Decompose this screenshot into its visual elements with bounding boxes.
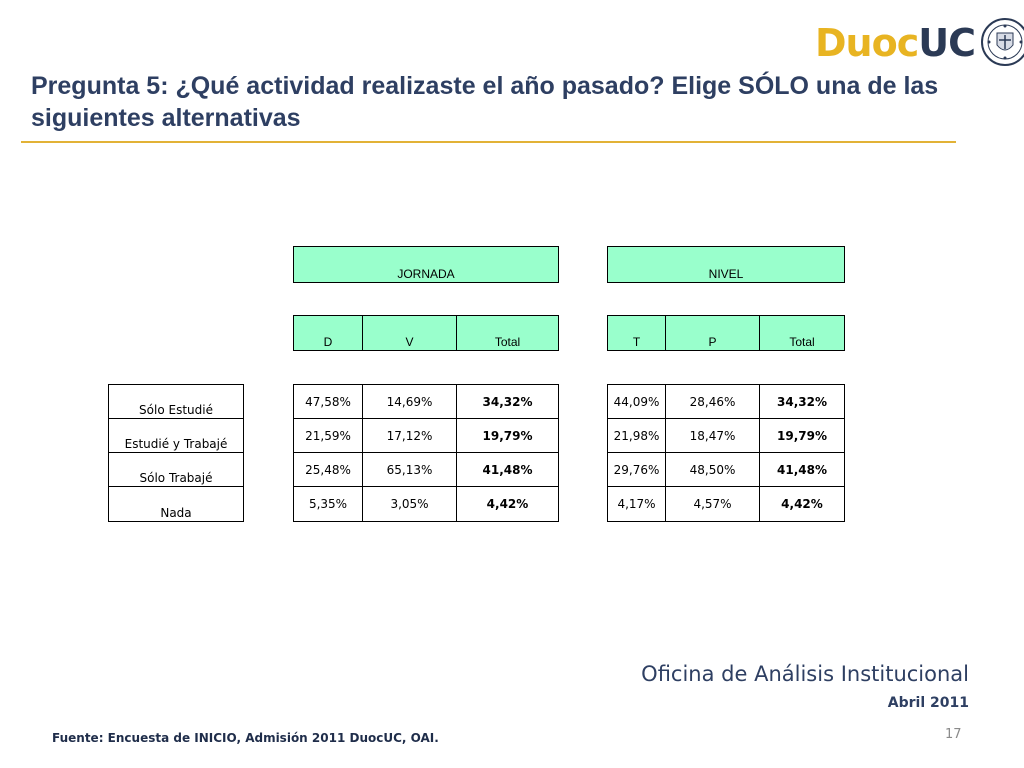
table-cell-total: 41,48% xyxy=(482,462,533,477)
row-label: Estudié y Trabajé xyxy=(109,419,243,453)
column-header: D xyxy=(294,316,363,350)
logo-duoc: Duoc xyxy=(815,21,919,65)
table-cell-total: 4,42% xyxy=(486,497,529,511)
column-header-row-nivel: T P Total xyxy=(607,315,845,351)
table-row: 4,17% 4,57% 4,42% xyxy=(608,487,844,521)
group-header-nivel: NIVEL xyxy=(607,246,845,283)
table-cell: 44,09% xyxy=(608,385,666,418)
table-cell: 4,17% xyxy=(608,487,666,521)
group-label-nivel: NIVEL xyxy=(708,267,744,281)
column-header: P xyxy=(666,316,760,350)
table-cell: 4,57% xyxy=(666,487,760,521)
group-header-jornada: JORNADA xyxy=(293,246,559,283)
table-cell-total: 19,79% xyxy=(777,428,827,443)
column-header: Total xyxy=(789,335,815,349)
row-label: Nada xyxy=(160,506,192,520)
page-title: Pregunta 5: ¿Qué actividad realizaste el… xyxy=(31,72,939,132)
group-label-jornada: JORNADA xyxy=(397,267,455,281)
column-header: V xyxy=(363,316,457,350)
office-name: Oficina de Análisis Institucional xyxy=(641,662,969,686)
table-cell: 48,50% xyxy=(666,453,760,486)
table-cell-total: 4,42% xyxy=(781,497,823,511)
nivel-values-table: 44,09% 28,46% 34,32% 21,98% 18,47% 19,79… xyxy=(607,384,845,522)
column-header: T xyxy=(608,316,666,350)
table-cell: 21,59% xyxy=(294,419,363,452)
table-row: 44,09% 28,46% 34,32% xyxy=(608,385,844,419)
title-divider xyxy=(21,141,956,143)
table-row: 21,59% 17,12% 19,79% xyxy=(294,419,558,453)
row-label: Sólo Trabajé xyxy=(109,453,243,487)
table-cell: 25,48% xyxy=(294,453,363,486)
table-cell: 14,69% xyxy=(363,385,457,418)
table-cell: 21,98% xyxy=(608,419,666,452)
column-header: Total xyxy=(494,335,521,349)
table-cell: 28,46% xyxy=(666,385,760,418)
table-row: 25,48% 65,13% 41,48% xyxy=(294,453,558,487)
table-cell-total: 34,32% xyxy=(777,394,827,409)
logo-uc: UC xyxy=(918,21,976,65)
logo-text: DuocUC xyxy=(815,18,976,68)
source-note: Fuente: Encuesta de INICIO, Admisión 201… xyxy=(52,731,439,745)
page-number: 17 xyxy=(945,727,962,742)
column-header-row-jornada: D V Total xyxy=(293,315,559,351)
report-date: Abril 2011 xyxy=(887,695,969,711)
table-cell: 29,76% xyxy=(608,453,666,486)
table-cell: 65,13% xyxy=(363,453,457,486)
table-cell: 47,58% xyxy=(294,385,363,418)
university-seal-icon xyxy=(981,18,1024,66)
table-row: 5,35% 3,05% 4,42% xyxy=(294,487,558,521)
table-row: 29,76% 48,50% 41,48% xyxy=(608,453,844,487)
table-cell: 18,47% xyxy=(666,419,760,452)
duocuc-logo: DuocUC xyxy=(815,14,1024,72)
jornada-values-table: 47,58% 14,69% 34,32% 21,59% 17,12% 19,79… xyxy=(293,384,559,522)
table-row: 47,58% 14,69% 34,32% xyxy=(294,385,558,419)
table-cell: 5,35% xyxy=(294,487,363,521)
table-cell-total: 41,48% xyxy=(777,462,827,477)
row-labels: Sólo Estudié Estudié y Trabajé Sólo Trab… xyxy=(108,384,244,522)
table-cell: 17,12% xyxy=(363,419,457,452)
table-cell-total: 34,32% xyxy=(482,394,533,409)
table-cell-total: 19,79% xyxy=(482,428,533,443)
table-cell: 3,05% xyxy=(363,487,457,521)
row-label: Sólo Estudié xyxy=(109,385,243,419)
table-row: 21,98% 18,47% 19,79% xyxy=(608,419,844,453)
